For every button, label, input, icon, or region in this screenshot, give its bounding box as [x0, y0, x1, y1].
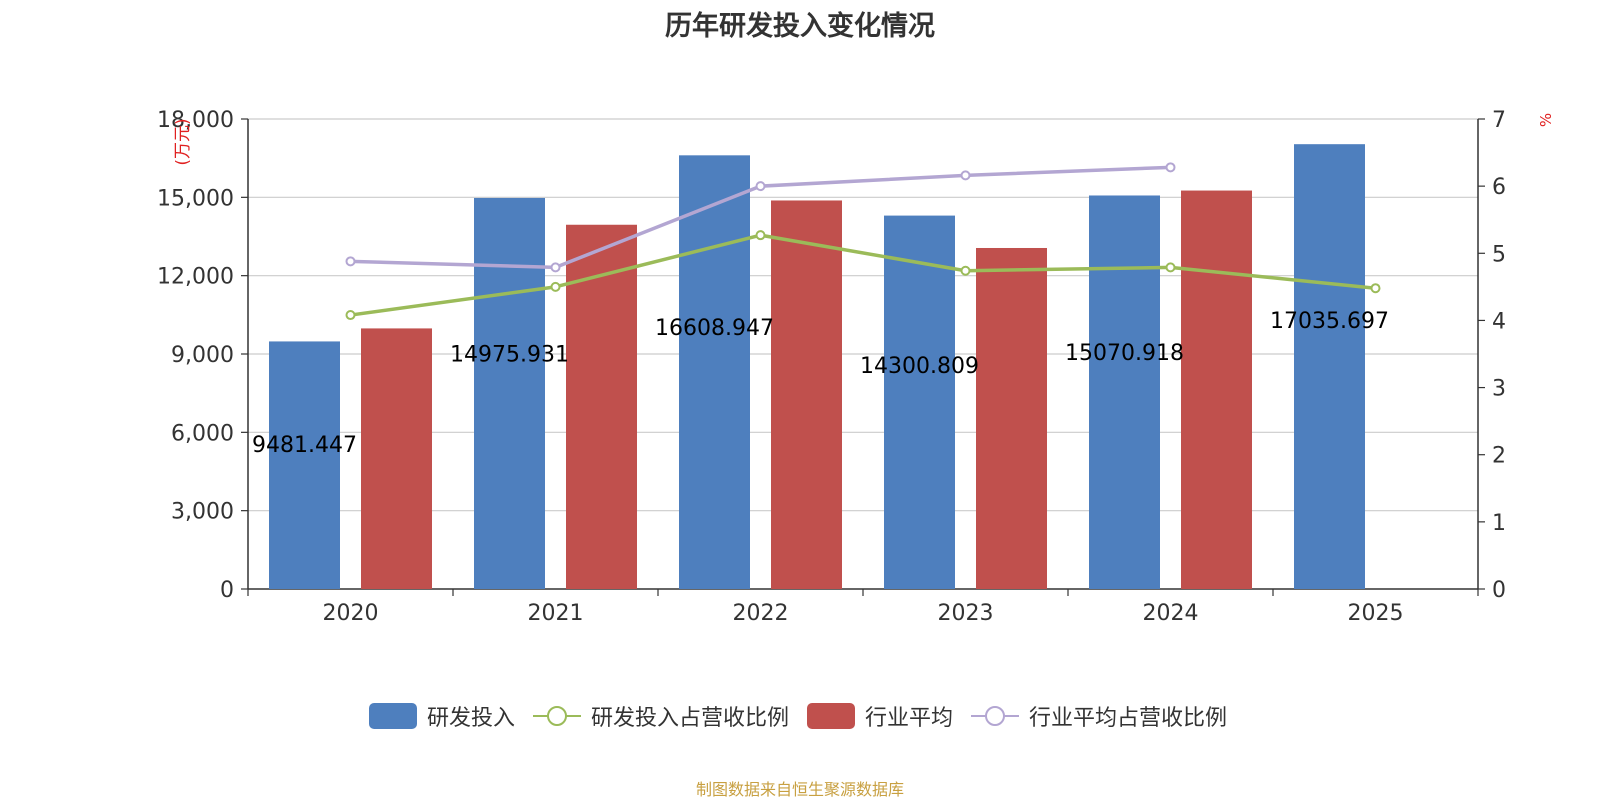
x-axis-category-label: 2020 — [323, 601, 379, 626]
right-axis-tick-label: 6 — [1492, 175, 1506, 200]
right-axis-tick-label: 7 — [1492, 108, 1506, 133]
data-label-rd-investment: 14975.931 — [450, 343, 569, 368]
data-label-rd-investment: 9481.447 — [252, 433, 357, 458]
data-label-rd-investment: 14300.809 — [860, 354, 979, 379]
data-label-rd-investment: 16608.947 — [655, 316, 774, 341]
rd-ratio-line — [350, 233, 1376, 317]
chart-title: 历年研发投入变化情况 — [665, 11, 935, 42]
right-axis-tick-label: 5 — [1492, 242, 1506, 267]
bar-rd-investment — [269, 341, 340, 589]
left-axis-tick-label: 18,000 — [157, 108, 234, 133]
bar-industry-average — [976, 247, 1047, 589]
industry-ratio-point — [550, 262, 561, 273]
rd-ratio-point — [1370, 283, 1381, 294]
x-axis-category-label: 2022 — [733, 601, 789, 626]
legend-swatch-industry-average — [807, 703, 855, 729]
bar-rd-investment — [1294, 144, 1365, 589]
right-axis-tick-label: 3 — [1492, 377, 1506, 402]
legend-label-industry-average: 行业平均 — [865, 706, 954, 731]
left-axis-tick-label: 0 — [220, 578, 234, 603]
legend-swatch-rd-ratio — [532, 706, 581, 726]
legend-item-rd-ratio[interactable]: 研发投入占营收比例 — [532, 700, 789, 732]
rd-ratio-point — [755, 230, 766, 241]
legend-item-rd-investment[interactable]: 研发投入 — [368, 700, 515, 732]
x-axis-category-label: 2024 — [1143, 601, 1199, 626]
rd-ratio-point — [550, 281, 561, 292]
rd-ratio-point — [1165, 262, 1176, 273]
left-axis-tick-label: 15,000 — [157, 186, 234, 211]
right-axis-tick-label: 4 — [1492, 309, 1506, 334]
legend-item-industry-average[interactable]: 行业平均 — [807, 700, 953, 732]
x-axis-category-label: 2023 — [938, 601, 994, 626]
right-axis-unit-label: % — [1537, 113, 1555, 127]
left-axis-tick-label: 3,000 — [171, 500, 234, 525]
right-axis-tick-label: 0 — [1492, 578, 1506, 603]
legend-label-rd-ratio: 研发投入占营收比例 — [590, 706, 789, 731]
data-source-note: 制图数据来自恒生聚源数据库 — [695, 780, 904, 799]
bar-industry-average — [361, 328, 432, 589]
left-axis-unit-label: (万元) — [173, 118, 193, 165]
bar-industry-average — [566, 224, 637, 589]
rd-ratio-point — [960, 265, 971, 276]
industry-ratio-point — [960, 170, 971, 181]
rd-ratio-point — [345, 310, 356, 321]
bar-rd-investment — [884, 215, 955, 590]
chart-legend: 研发投入 研发投入占营收比例 行业平均 行业平均占营收比例 — [0, 700, 1600, 732]
industry-ratio-point — [1165, 162, 1176, 173]
industry-ratio-point — [755, 181, 766, 192]
x-axis-category-label: 2025 — [1348, 601, 1404, 626]
legend-item-industry-ratio[interactable]: 行业平均占营收比例 — [971, 700, 1227, 732]
right-axis-tick-label: 1 — [1492, 511, 1506, 536]
data-label-rd-investment: 15070.918 — [1065, 341, 1184, 366]
left-axis-tick-label: 9,000 — [171, 343, 234, 368]
legend-label-rd-investment: 研发投入 — [426, 706, 515, 731]
legend-swatch-rd-investment — [368, 703, 417, 729]
data-label-rd-investment: 17035.697 — [1270, 309, 1389, 334]
legend-label-industry-ratio: 行业平均占营收比例 — [1029, 706, 1228, 731]
legend-swatch-industry-ratio — [971, 706, 1020, 726]
bar-rd-investment — [679, 155, 750, 589]
industry-ratio-point — [345, 256, 356, 267]
right-axis-tick-label: 2 — [1492, 444, 1506, 469]
bar-industry-average — [771, 200, 842, 589]
bar-rd-investment — [474, 197, 545, 590]
bar-rd-investment — [1089, 195, 1160, 590]
left-axis-tick-label: 12,000 — [157, 265, 234, 290]
bar-industry-average — [1181, 190, 1252, 590]
x-axis-category-label: 2021 — [528, 601, 584, 626]
left-axis-tick-label: 6,000 — [171, 421, 234, 446]
